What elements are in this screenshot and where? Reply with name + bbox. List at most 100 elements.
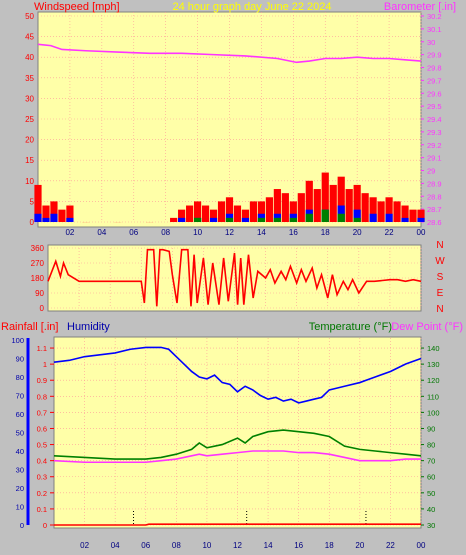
y-tick-label-temperature: 50	[427, 489, 435, 498]
barometer-axis-label: Barometer [.in]	[384, 1, 456, 13]
y-tick-label-rain: 0.2	[37, 489, 47, 498]
wind-bar-speed	[417, 217, 425, 222]
rain-line-red	[54, 523, 421, 526]
direction-letter: W	[435, 256, 445, 267]
wind-bar-speed	[50, 213, 58, 222]
wind-bar-gust	[170, 217, 178, 222]
y-tick-label-barometer: 29.8	[427, 64, 442, 73]
rainfall-axis-label: Rainfall [.in]	[1, 321, 58, 333]
y-tick-label-barometer: 29.1	[427, 154, 442, 163]
wind-bar-gust	[369, 197, 377, 222]
wind-bar-average	[289, 217, 297, 222]
x-tick-label: 16	[294, 541, 303, 550]
x-tick-label: 22	[385, 228, 394, 237]
y-tick-label-humidity: 80	[16, 373, 24, 382]
y-tick-label-barometer: 29.4	[427, 115, 442, 124]
wind-bar-gust	[305, 180, 313, 222]
y-tick-label-rain: 1	[43, 360, 47, 369]
x-tick-label: 08	[172, 541, 181, 550]
wind-bar-gust	[321, 172, 329, 222]
wind-bar-gust	[297, 193, 305, 222]
y-tick-label-rain: 0.1	[37, 505, 47, 514]
x-tick-label: 10	[202, 541, 211, 550]
y-tick-label-rain: 0.4	[37, 457, 47, 466]
wind-bar-gust	[257, 201, 266, 222]
y-tick-label-rain: 0.7	[37, 408, 47, 417]
x-tick-label: 10	[193, 228, 202, 237]
wind-bar-gust	[361, 193, 369, 222]
y-tick-label-rain: 0	[43, 521, 47, 530]
x-tick-label: 12	[233, 541, 242, 550]
direction-letter: S	[437, 272, 444, 283]
wind-bar-average	[321, 209, 329, 222]
y-tick-label-direction: 360	[31, 244, 45, 253]
y-tick-label-temperature: 70	[427, 457, 435, 466]
y-tick-label-direction: 270	[31, 259, 45, 268]
direction-letter: N	[436, 240, 443, 251]
wind-bar-gust	[225, 197, 234, 222]
y-tick-label-temperature: 100	[427, 408, 440, 417]
wind-bar-speed	[42, 217, 50, 222]
wind-bar-gust	[178, 209, 186, 222]
wind-bar-gust	[337, 176, 345, 222]
wind-bar-gust	[345, 189, 353, 222]
y-tick-label-barometer: 29.2	[427, 141, 442, 150]
wind-bar-gust	[385, 197, 393, 222]
y-tick-label-temperature: 80	[427, 441, 435, 450]
wind-bar-gust	[393, 201, 401, 222]
wind-bar-gust	[233, 205, 242, 222]
x-tick-label: 20	[353, 228, 362, 237]
y-tick-label-temperature: 140	[427, 344, 440, 353]
x-tick-label: 06	[141, 541, 150, 550]
y-tick-label-rain: 0.3	[37, 473, 47, 482]
wind-bar-gust	[353, 184, 361, 222]
wind-bar-gust	[193, 201, 202, 222]
y-tick-label-windspeed: 40	[25, 53, 34, 62]
y-tick-label-humidity: 60	[16, 410, 24, 419]
wind-bar-average	[305, 213, 313, 222]
wind-bar-gust	[209, 209, 218, 222]
wind-bar-gust	[50, 201, 58, 222]
direction-line	[47, 248, 422, 307]
y-tick-label-barometer: 28.8	[427, 192, 442, 201]
y-tick-label-windspeed: 20	[25, 136, 34, 145]
y-tick-label-barometer: 29.3	[427, 128, 442, 137]
x-tick-label: 08	[161, 228, 170, 237]
y-tick-label-windspeed: 15	[25, 156, 34, 165]
y-tick-label-rain: 0.9	[37, 376, 47, 385]
y-tick-label-temperature: 40	[427, 505, 435, 514]
y-tick-label-rain: 1.1	[37, 344, 47, 353]
y-tick-label-barometer: 29.7	[427, 76, 442, 85]
wind-bar-gust	[186, 205, 194, 222]
y-tick-label-windspeed: 25	[25, 115, 34, 124]
y-tick-label-barometer: 28.9	[427, 179, 442, 188]
x-tick-label: 20	[355, 541, 364, 550]
x-tick-label: 04	[111, 541, 120, 550]
x-tick-label: 02	[80, 541, 89, 550]
x-tick-label: 16	[289, 228, 298, 237]
y-tick-label-humidity: 20	[16, 484, 24, 493]
x-tick-label: 00	[417, 228, 426, 237]
y-tick-label-temperature: 30	[427, 521, 435, 530]
wind-bar-speed	[34, 213, 42, 222]
y-tick-label-humidity: 0	[20, 521, 24, 530]
wind-bar-average	[337, 213, 345, 222]
y-tick-label-barometer: 30.1	[427, 25, 442, 34]
wind-bar-gust	[201, 205, 210, 222]
y-tick-label-temperature: 120	[427, 376, 440, 385]
x-tick-label: 02	[65, 228, 74, 237]
y-tick-label-humidity: 10	[16, 503, 24, 512]
y-tick-label-temperature: 130	[427, 360, 440, 369]
y-tick-label-humidity: 70	[16, 392, 24, 401]
wind-bar-speed	[178, 217, 186, 222]
y-tick-label-barometer: 30	[427, 38, 435, 47]
right-line-magenta	[53, 450, 421, 464]
y-tick-label-windspeed: 45	[25, 33, 34, 42]
y-tick-label-windspeed: 35	[25, 74, 34, 83]
y-tick-label-windspeed: 0	[30, 218, 35, 227]
wind-bar-speed	[209, 217, 218, 222]
wind-bar-gust	[313, 189, 321, 222]
wind-bar-gust	[217, 201, 226, 222]
wind-bar-speed	[401, 217, 409, 222]
